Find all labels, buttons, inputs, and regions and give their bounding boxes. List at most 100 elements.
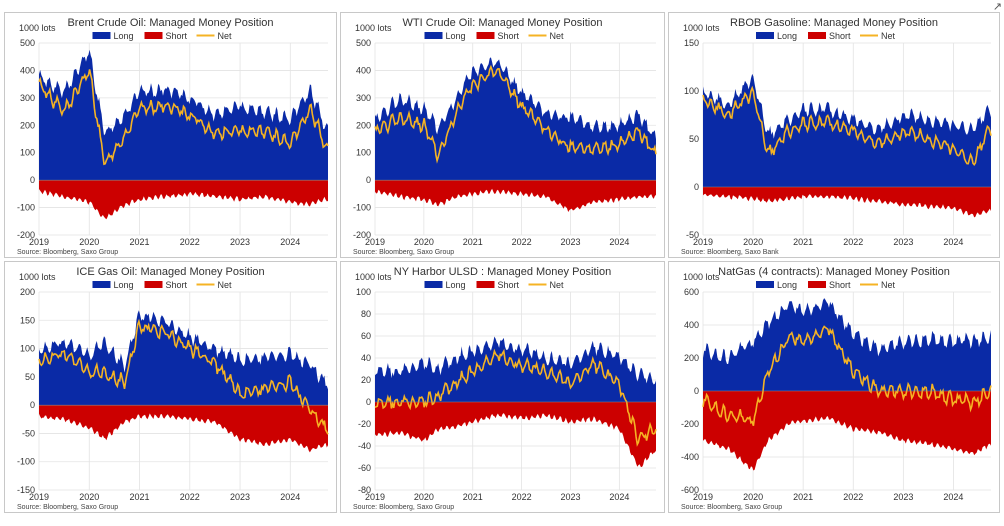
y-tick-label: 0 — [30, 175, 35, 185]
x-tick-label: 2024 — [943, 492, 963, 502]
x-tick-label: 2022 — [180, 237, 200, 247]
y-tick-label: -60 — [358, 463, 371, 473]
x-tick-label: 2023 — [560, 492, 580, 502]
x-tick-label: 2021 — [130, 237, 150, 247]
y-tick-label: 400 — [684, 320, 699, 330]
y-tick-label: -400 — [681, 452, 699, 462]
y-tick-label: 600 — [684, 287, 699, 297]
series-net-line — [374, 348, 657, 447]
x-tick-label: 2020 — [414, 237, 434, 247]
y-tick-label: 200 — [356, 120, 371, 130]
x-tick-label: 2021 — [793, 492, 813, 502]
chart-svg: RBOB Gasoline: Managed Money Position 100… — [681, 17, 992, 256]
y-tick-label: 150 — [20, 315, 35, 325]
y-tick-label: -600 — [681, 485, 699, 495]
series-short-area — [375, 402, 656, 467]
chart-svg: ICE Gas Oil: Managed Money Position 1000 … — [17, 266, 329, 511]
x-tick-label: 2023 — [560, 237, 580, 247]
source-note: Source: Bloomberg, Saxo Group — [681, 504, 782, 511]
legend-swatch-long — [92, 32, 111, 39]
y-tick-label: -40 — [358, 441, 371, 451]
x-tick-label: 2021 — [463, 237, 483, 247]
y-tick-label: 300 — [356, 93, 371, 103]
legend-label-net: Net — [881, 280, 896, 290]
y-tick-label: -200 — [681, 419, 699, 429]
legend-label-long: Long — [114, 31, 134, 41]
legend-label-long: Long — [446, 280, 466, 290]
y-tick-label: -100 — [353, 203, 371, 213]
chart-title: ICE Gas Oil: Managed Money Position — [76, 266, 264, 278]
chart-panel-natgas: NatGas (4 contracts): Managed Money Posi… — [668, 261, 1000, 513]
chart-panel-ulsd: NY Harbor ULSD : Managed Money Position 1… — [340, 261, 665, 513]
y-tick-label: -200 — [353, 230, 371, 240]
chart-svg: WTI Crude Oil: Managed Money Position 100… — [353, 17, 657, 256]
x-tick-label: 2024 — [280, 492, 300, 502]
x-tick-label: 2019 — [29, 237, 49, 247]
x-tick-label: 2022 — [843, 492, 863, 502]
legend-label-net: Net — [550, 31, 565, 41]
x-tick-label: 2022 — [180, 492, 200, 502]
y-axis-unit: 1000 lots — [683, 272, 720, 282]
x-tick-label: 2023 — [893, 237, 913, 247]
x-tick-label: 2020 — [743, 237, 763, 247]
source-note: Source: Bloomberg, Saxo Group — [353, 504, 454, 511]
x-tick-label: 2019 — [693, 492, 713, 502]
chart-panel-rbob: RBOB Gasoline: Managed Money Position 100… — [668, 12, 1000, 258]
legend-swatch-long — [92, 281, 111, 288]
y-tick-label: -50 — [686, 230, 699, 240]
chart-svg: NatGas (4 contracts): Managed Money Posi… — [681, 266, 992, 511]
chart-title: RBOB Gasoline: Managed Money Position — [730, 17, 938, 29]
legend-label-long: Long — [446, 31, 466, 41]
y-tick-label: 0 — [694, 386, 699, 396]
series-long-area — [39, 310, 328, 406]
legend-swatch-short — [144, 281, 163, 288]
x-tick-label: 2024 — [943, 237, 963, 247]
y-axis-unit: 1000 lots — [355, 23, 392, 33]
x-tick-label: 2022 — [512, 237, 532, 247]
x-tick-label: 2021 — [130, 492, 150, 502]
corner-mark: ↗ — [992, 1, 1002, 13]
y-tick-label: 100 — [684, 86, 699, 96]
x-tick-label: 2020 — [743, 492, 763, 502]
x-tick-label: 2023 — [230, 492, 250, 502]
series-net-line — [374, 64, 657, 164]
chart-title: WTI Crude Oil: Managed Money Position — [403, 17, 603, 29]
y-tick-label: -20 — [358, 419, 371, 429]
x-tick-label: 2019 — [693, 237, 713, 247]
y-tick-label: 40 — [361, 353, 371, 363]
legend-swatch-short — [476, 32, 495, 39]
y-tick-label: 0 — [694, 182, 699, 192]
x-tick-label: 2023 — [893, 492, 913, 502]
series-short-area — [375, 180, 656, 212]
y-tick-label: 300 — [20, 93, 35, 103]
y-axis-unit: 1000 lots — [19, 23, 56, 33]
y-tick-label: 0 — [366, 175, 371, 185]
source-note: Source: Bloomberg, Saxo Group — [17, 249, 118, 256]
y-tick-label: 400 — [356, 65, 371, 75]
legend-swatch-long — [756, 32, 774, 39]
legend-swatch-short — [808, 32, 826, 39]
y-tick-label: -100 — [17, 457, 35, 467]
x-tick-label: 2024 — [609, 237, 629, 247]
y-tick-label: 200 — [20, 120, 35, 130]
y-tick-label: 500 — [356, 38, 371, 48]
chart-title: NatGas (4 contracts): Managed Money Posi… — [718, 266, 950, 278]
y-tick-label: 60 — [361, 331, 371, 341]
x-tick-label: 2021 — [463, 492, 483, 502]
y-tick-label: 0 — [366, 397, 371, 407]
y-tick-label: 100 — [356, 287, 371, 297]
legend-label-short: Short — [829, 280, 851, 290]
x-tick-label: 2019 — [365, 237, 385, 247]
y-tick-label: -100 — [17, 203, 35, 213]
legend-swatch-short — [144, 32, 163, 39]
legend-label-short: Short — [498, 31, 520, 41]
x-tick-label: 2020 — [79, 492, 99, 502]
y-tick-label: -50 — [22, 428, 35, 438]
series-long-area — [39, 49, 328, 181]
series-net-line — [38, 69, 329, 166]
y-tick-label: 150 — [684, 38, 699, 48]
x-tick-label: 2020 — [79, 237, 99, 247]
series-short-area — [703, 187, 991, 218]
x-tick-label: 2024 — [609, 492, 629, 502]
